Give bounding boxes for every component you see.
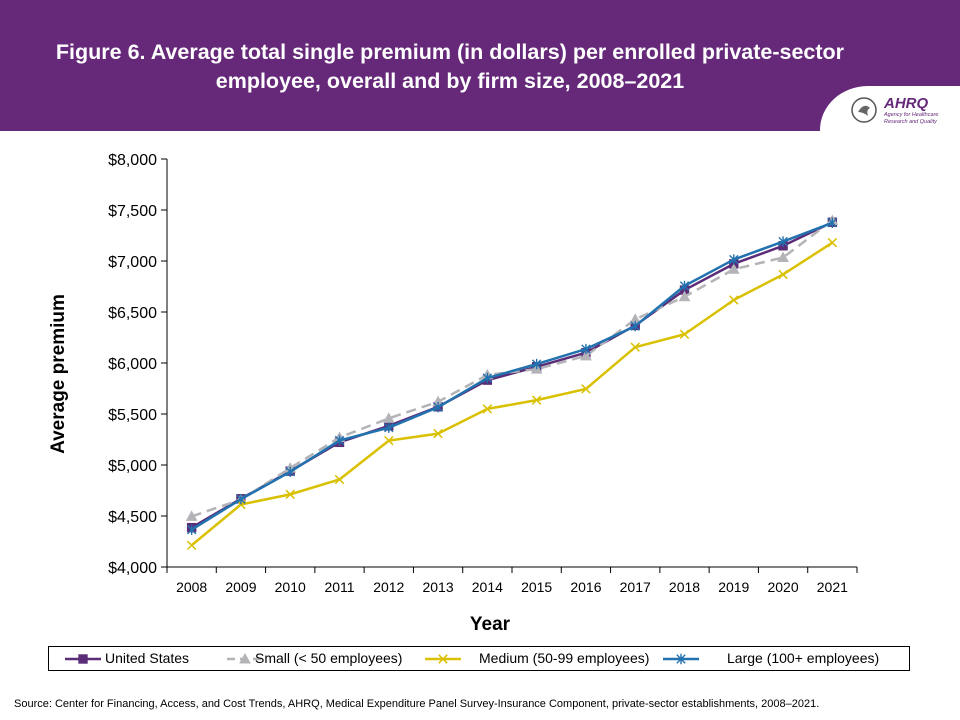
legend-marker: [438, 654, 448, 664]
source-note: Source: Center for Financing, Access, an…: [14, 698, 820, 710]
series-line: [190, 221, 833, 531]
data-point: [729, 295, 739, 305]
data-point: [384, 435, 394, 446]
x-axis-label: Year: [470, 614, 511, 635]
data-point: [581, 384, 591, 394]
chart-axes: [166, 159, 857, 568]
x-tick-label: 2012: [373, 579, 404, 595]
ahrq-logo: AHRQ Agency for Healthcare Research and …: [820, 86, 960, 134]
series-line: [190, 241, 834, 547]
data-point: [778, 269, 788, 280]
legend-swatch: [663, 653, 699, 665]
x-tick-label: 2011: [324, 579, 354, 595]
y-tick-label: $8,000: [108, 152, 157, 169]
y-tick-label: $6,000: [108, 356, 157, 373]
data-point: [777, 251, 789, 263]
legend-swatch: [65, 654, 101, 664]
y-axis-ticks: $4,000 $4,500 $5,000 $5,500 $6,000 $6,500 $7,0…: [108, 152, 167, 577]
y-tick-label: $5,500: [108, 407, 157, 424]
data-point: [334, 474, 345, 485]
x-tick-label: 2013: [422, 579, 453, 595]
series-large-100-employees: [186, 217, 838, 535]
hhs-eagle-icon: [851, 97, 877, 123]
legend-marker: [78, 654, 88, 664]
x-axis-ticks: 2008 2009 2010 2011 2012 2013 2014 2015 2016 2017…: [166, 567, 858, 595]
data-point: [382, 412, 395, 423]
data-point: [630, 342, 640, 352]
data-point: [433, 401, 443, 413]
data-point: [778, 236, 788, 247]
data-point: [236, 493, 246, 505]
chart-legend: United States Small (< 50 employees) Mediu…: [48, 646, 910, 671]
y-tick-label: $6,500: [108, 305, 157, 322]
line-chart: $4,000 $4,500 $5,000 $5,500 $6,000 $6,500 $7,0…: [48, 152, 858, 635]
data-point: [334, 435, 345, 446]
y-axis-label: Average premium: [48, 294, 69, 454]
data-point: [679, 329, 690, 339]
data-point: [185, 510, 198, 521]
data-point: [285, 489, 295, 500]
series-united-states: [186, 217, 838, 533]
legend-swatch: [425, 654, 461, 664]
legend-label: Small (< 50 employees): [255, 650, 403, 666]
y-tick-label: $7,000: [108, 254, 157, 271]
y-tick-label: $4,000: [108, 560, 157, 577]
data-point: [827, 217, 838, 228]
x-tick-label: 2020: [767, 579, 798, 595]
data-point: [679, 280, 690, 292]
x-tick-label: 2018: [669, 579, 700, 595]
series-medium-50-99-employees: [186, 237, 838, 551]
data-point: [581, 343, 591, 355]
legend-marker: [239, 653, 251, 664]
x-tick-label: 2014: [472, 579, 503, 595]
chart-title: Figure 6. Average total single premium (…: [55, 40, 845, 93]
data-point: [630, 320, 640, 332]
x-tick-label: 2008: [176, 579, 207, 595]
legend-label: Medium (50-99 employees): [479, 650, 650, 666]
x-tick-label: 2015: [521, 579, 552, 595]
data-point: [727, 263, 740, 274]
data-point: [531, 358, 542, 370]
data-point: [729, 254, 739, 265]
x-tick-label: 2010: [275, 579, 306, 595]
data-point: [433, 428, 443, 439]
y-tick-label: $5,000: [108, 458, 157, 475]
x-tick-label: 2019: [718, 579, 749, 595]
x-tick-label: 2009: [225, 579, 256, 595]
chart-series: [185, 214, 839, 551]
x-tick-label: 2017: [620, 579, 651, 595]
logo-text: AHRQ: [884, 95, 929, 112]
data-point: [384, 422, 394, 433]
data-point: [285, 466, 295, 478]
title-banner: Figure 6. Average total single premium (…: [0, 0, 960, 134]
y-tick-label: $4,500: [108, 509, 157, 526]
y-tick-label: $7,500: [108, 203, 157, 220]
data-point: [482, 404, 493, 414]
x-tick-label: 2021: [817, 579, 848, 595]
data-point: [531, 395, 542, 405]
logo-subtext: Agency for Healthcare Research and Quali…: [884, 112, 939, 125]
data-point: [678, 290, 691, 302]
legend-label: Large (100+ employees): [727, 650, 880, 666]
x-tick-label: 2016: [570, 579, 601, 595]
data-point: [186, 540, 197, 551]
data-point: [827, 237, 838, 248]
data-point: [580, 349, 592, 361]
legend-label: United States: [105, 650, 190, 666]
data-point: [482, 372, 493, 384]
data-point: [186, 524, 197, 535]
legend-marker: [676, 653, 686, 665]
legend-swatch: [227, 653, 263, 664]
